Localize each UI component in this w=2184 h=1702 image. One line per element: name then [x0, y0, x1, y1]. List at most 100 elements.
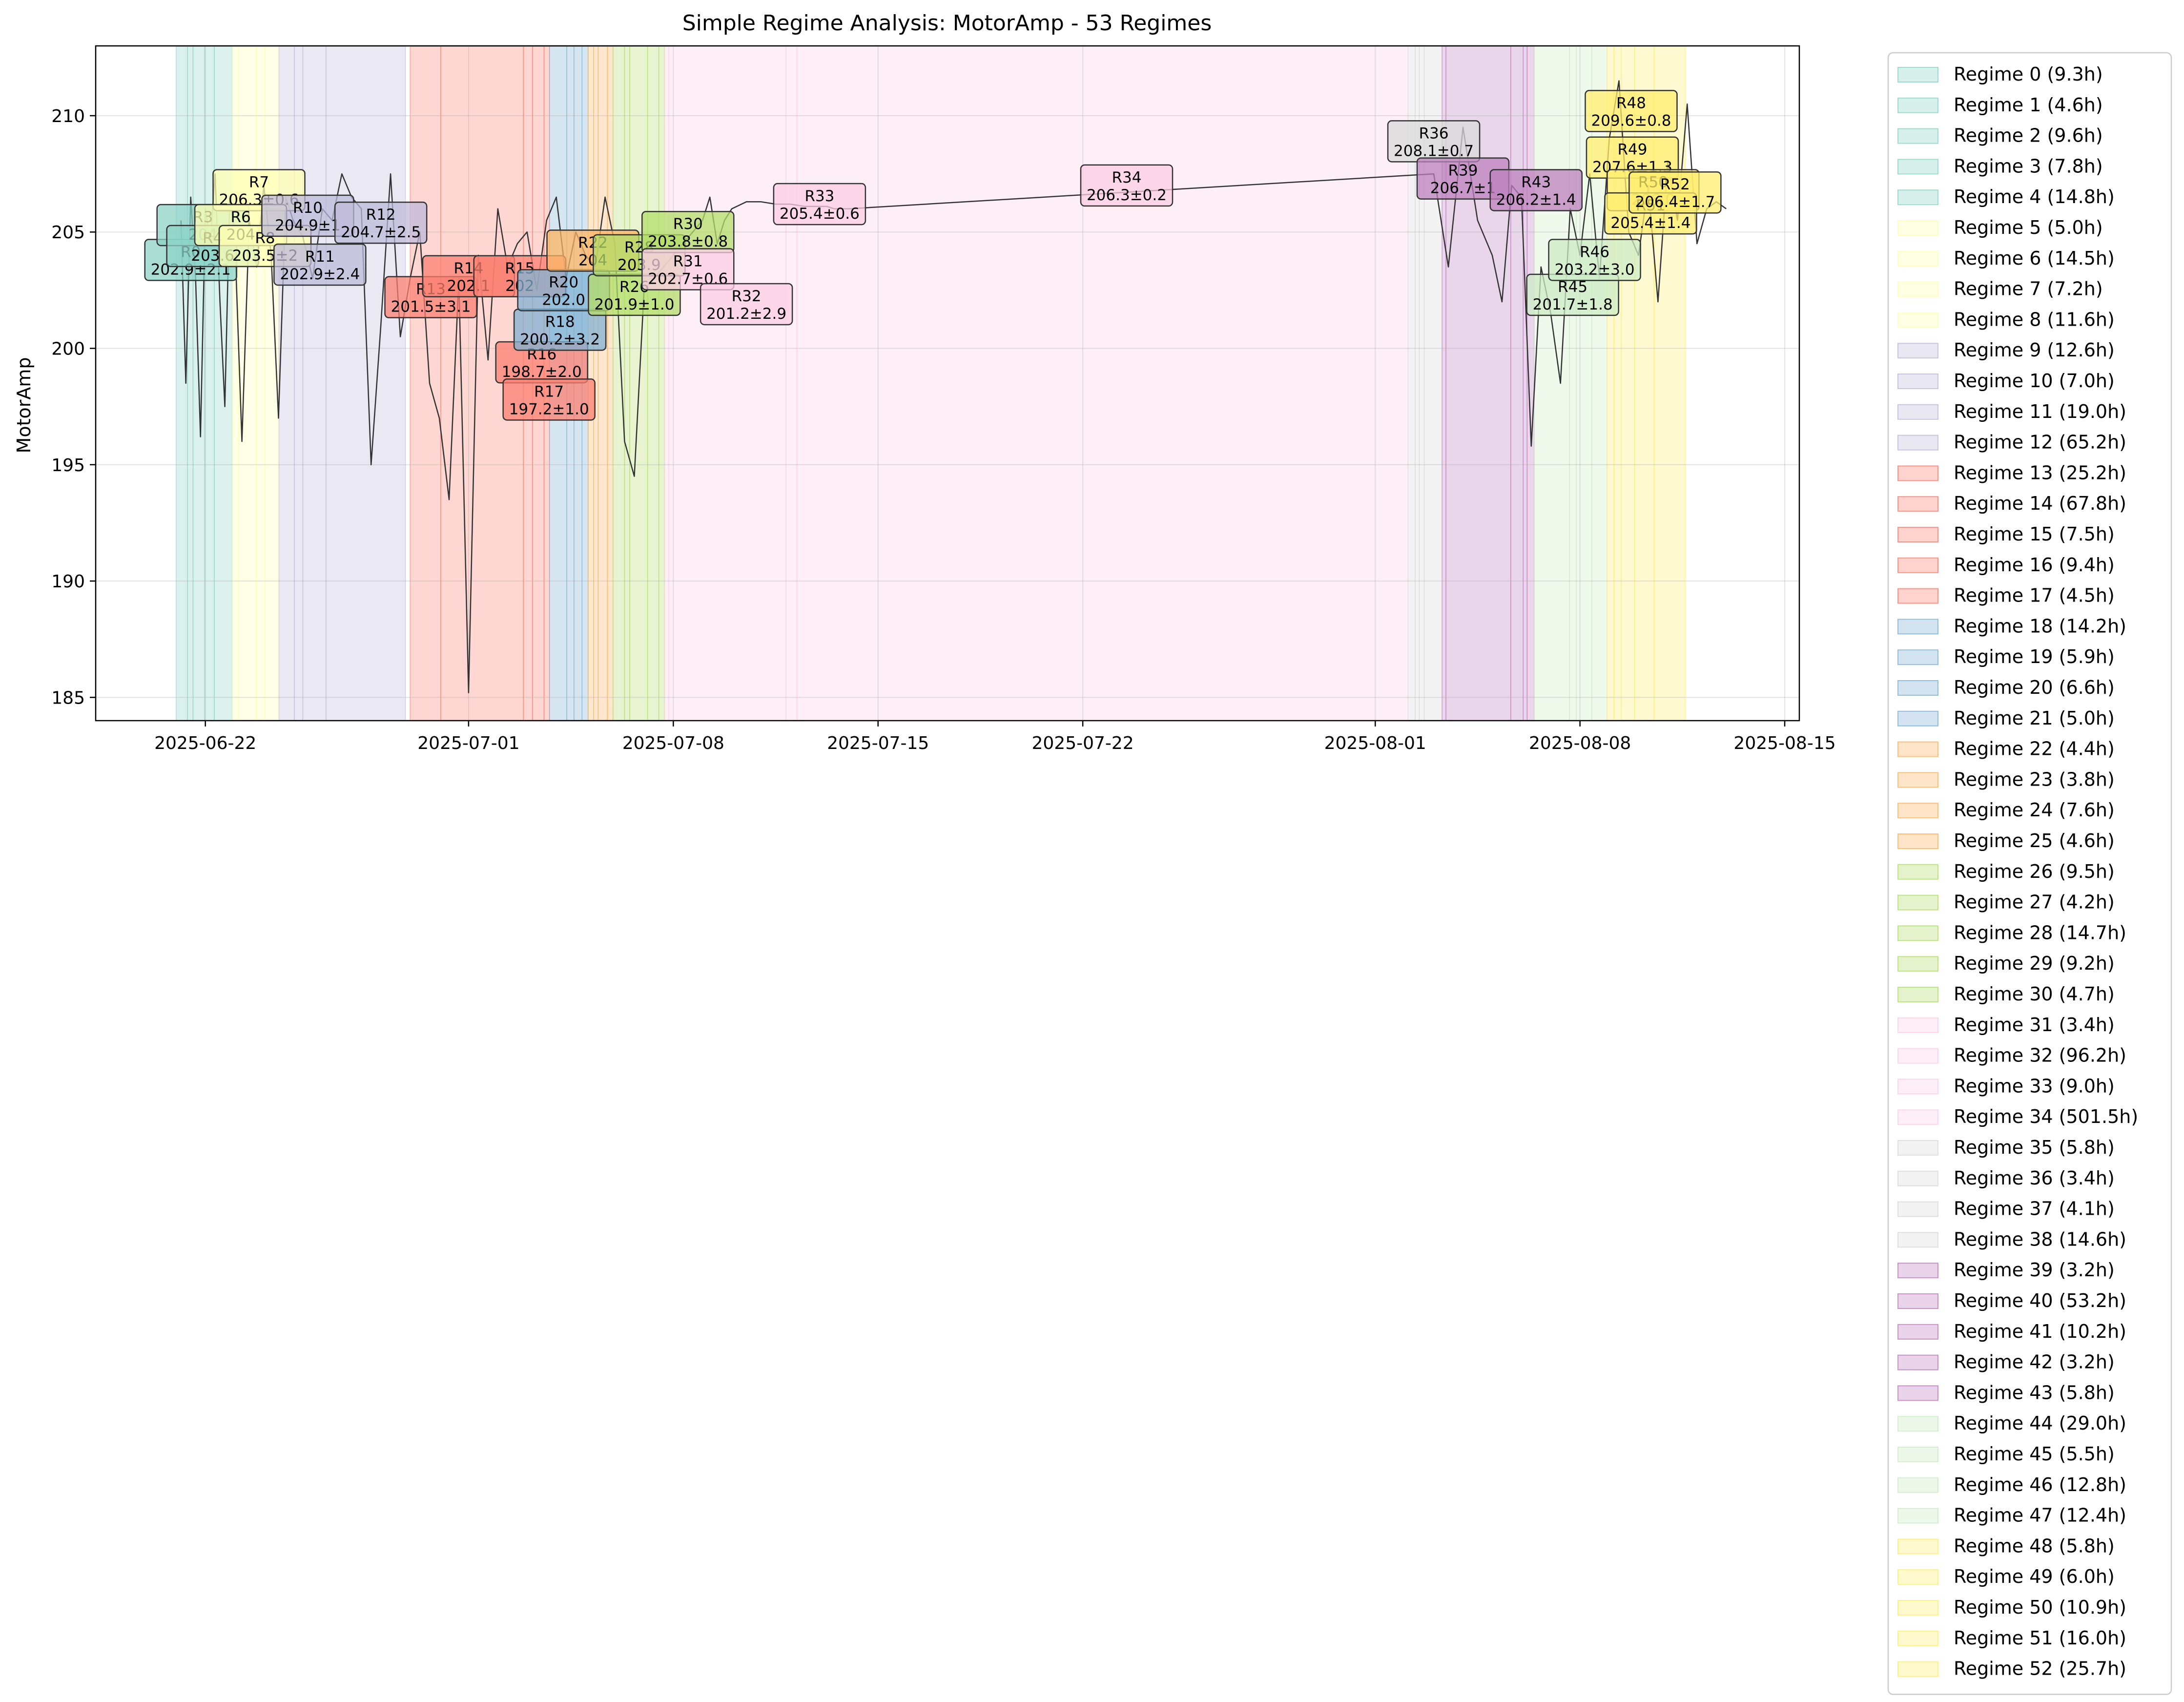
- regime-band-29: [647, 45, 659, 721]
- legend-swatch: [1897, 1140, 1938, 1156]
- legend-label: Regime 18 (14.2h): [1954, 615, 2126, 637]
- legend-entry-51: Regime 51 (16.0h): [1897, 1627, 2126, 1649]
- legend-label: Regime 26 (9.5h): [1954, 861, 2115, 882]
- legend-swatch: [1897, 557, 1938, 573]
- x-tick-label-1: 2025-07-01: [417, 733, 519, 753]
- annotation-value: 203.8±0.8: [648, 233, 728, 250]
- regime-band-11: [302, 45, 327, 721]
- legend-entry-14: Regime 14 (67.8h): [1897, 493, 2126, 514]
- legend-entry-25: Regime 25 (4.6h): [1897, 830, 2115, 851]
- legend-entry-4: Regime 4 (14.8h): [1897, 186, 2115, 208]
- annotation-id: R10: [293, 199, 323, 217]
- annotation-id: R31: [673, 252, 703, 270]
- x-tick-label-0: 2025-06-22: [154, 733, 256, 753]
- legend-swatch: [1897, 1293, 1938, 1309]
- legend-entry-6: Regime 6 (14.5h): [1897, 248, 2115, 269]
- annotation-box: [1628, 171, 1722, 214]
- legend-swatch: [1897, 1661, 1938, 1677]
- legend-swatch: [1897, 987, 1938, 1002]
- legend-swatch: [1897, 1017, 1938, 1033]
- legend-swatch: [1897, 1630, 1938, 1646]
- annotation-id: R30: [673, 215, 703, 233]
- x-tick-label-2: 2025-07-08: [622, 733, 724, 753]
- legend-label: Regime 36 (3.4h): [1954, 1167, 2115, 1189]
- annotation-box: [773, 183, 866, 226]
- legend-entry-15: Regime 15 (7.5h): [1897, 523, 2115, 545]
- legend-swatch: [1897, 527, 1938, 542]
- legend-entry-49: Regime 49 (6.0h): [1897, 1566, 2115, 1587]
- legend-swatch: [1897, 465, 1938, 481]
- regime-band-42: [1523, 45, 1528, 721]
- legend-entry-47: Regime 47 (12.4h): [1897, 1505, 2126, 1526]
- annotation-id: R17: [534, 383, 564, 400]
- regime-band-24: [598, 45, 608, 721]
- legend-entry-16: Regime 16 (9.4h): [1897, 554, 2115, 576]
- legend-label: Regime 8 (11.6h): [1954, 309, 2115, 330]
- legend-entry-2: Regime 2 (9.6h): [1897, 125, 2103, 146]
- legend-swatch: [1897, 1477, 1938, 1493]
- annotation-id: R18: [545, 313, 575, 331]
- annotation-value: 201.2±2.9: [706, 305, 786, 323]
- regime-band-31: [664, 45, 669, 721]
- annotation-value: 197.2±1.0: [509, 400, 589, 418]
- regime-band-27: [624, 45, 630, 721]
- regime-band-9: [278, 45, 295, 721]
- legend-label: Regime 2 (9.6h): [1954, 125, 2103, 146]
- legend-entry-35: Regime 35 (5.8h): [1897, 1137, 2115, 1158]
- x-tick-label-4: 2025-07-22: [1031, 733, 1133, 753]
- legend-entry-36: Regime 36 (3.4h): [1897, 1167, 2115, 1189]
- legend-swatch: [1897, 312, 1938, 328]
- annotation-box: [502, 378, 596, 421]
- y-tick-label-2: 195: [51, 456, 85, 476]
- regime-band-30: [658, 45, 665, 721]
- regime-band-10: [294, 45, 304, 721]
- legend-entry-32: Regime 32 (96.2h): [1897, 1045, 2126, 1066]
- legend-label: Regime 39 (3.2h): [1954, 1259, 2115, 1281]
- legend-label: Regime 19 (5.9h): [1954, 646, 2115, 667]
- legend-entry-40: Regime 40 (53.2h): [1897, 1290, 2126, 1311]
- legend-label: Regime 35 (5.8h): [1954, 1137, 2115, 1158]
- annotation-value: 209.6±0.8: [1591, 112, 1671, 129]
- legend-swatch: [1897, 159, 1938, 175]
- annotation-value: 202.9±2.4: [280, 266, 360, 283]
- legend-label: Regime 21 (5.0h): [1954, 707, 2115, 729]
- legend-swatch: [1897, 1569, 1938, 1585]
- regime-band-1: [187, 45, 194, 721]
- annotation-value: 206.3±0.2: [1087, 187, 1167, 204]
- legend-entry-22: Regime 22 (4.4h): [1897, 738, 2115, 760]
- legend-entry-48: Regime 48 (5.8h): [1897, 1535, 2115, 1557]
- annotation-value: 205.4±1.4: [1610, 214, 1690, 232]
- annotation-id: R46: [1580, 243, 1609, 261]
- legend-entry-43: Regime 43 (5.8h): [1897, 1382, 2115, 1403]
- legend-entry-0: Regime 0 (9.3h): [1897, 63, 2103, 85]
- legend-swatch: [1897, 894, 1938, 911]
- legend-entry-3: Regime 3 (7.8h): [1897, 155, 2103, 177]
- y-tick-label-1: 190: [51, 572, 85, 592]
- legend-swatch: [1897, 1232, 1938, 1248]
- annotations: R0202.9±2.1R3204R4203.6R7206.3±0.6R6204R…: [144, 90, 1722, 421]
- annotation-id: R36: [1419, 125, 1449, 142]
- legend-label: Regime 25 (4.6h): [1954, 830, 2115, 851]
- legend-label: Regime 32 (96.2h): [1954, 1045, 2126, 1066]
- legend-entry-42: Regime 42 (3.2h): [1897, 1351, 2115, 1373]
- annotation-id: R6: [230, 208, 250, 226]
- annotation-id: R32: [732, 288, 762, 305]
- legend-label: Regime 14 (67.8h): [1954, 493, 2126, 514]
- regime-band-6: [238, 45, 257, 721]
- legend-label: Regime 9 (12.6h): [1954, 339, 2115, 361]
- legend-swatch: [1897, 1600, 1938, 1616]
- legend-label: Regime 52 (25.7h): [1954, 1658, 2126, 1680]
- legend-entry-37: Regime 37 (4.1h): [1897, 1198, 2115, 1220]
- annotation-value: 201.9±1.0: [594, 296, 674, 313]
- legend-label: Regime 37 (4.1h): [1954, 1198, 2115, 1220]
- annotation-value: 200.2±3.2: [520, 331, 600, 348]
- legend-label: Regime 46 (12.8h): [1954, 1474, 2126, 1495]
